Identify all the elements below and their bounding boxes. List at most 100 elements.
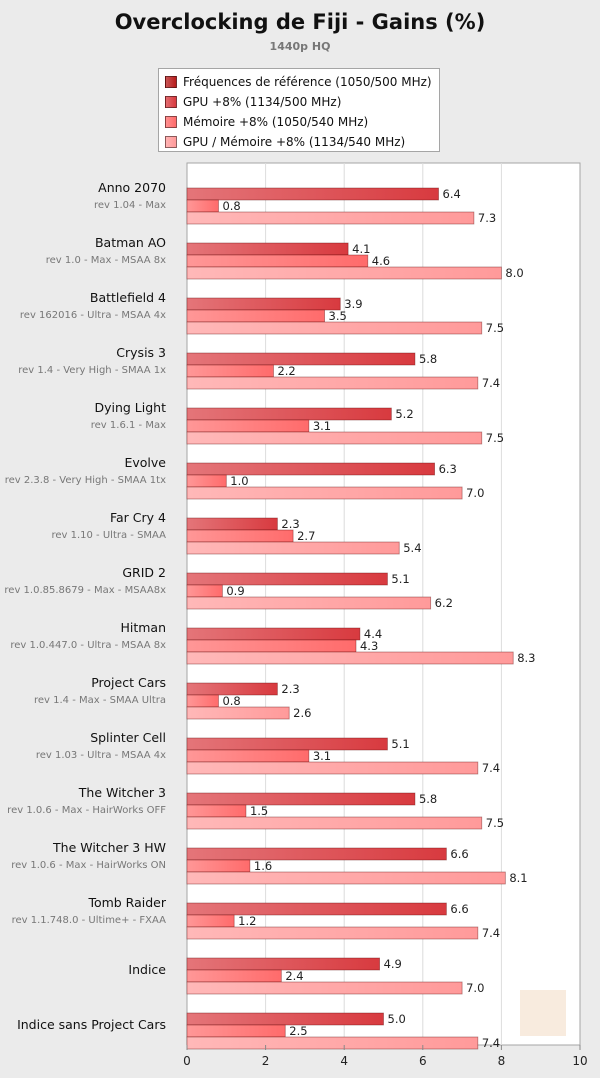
- bar: [186, 1036, 479, 1050]
- bar: [186, 529, 294, 543]
- bar: [186, 266, 502, 280]
- data-label: 5.1: [391, 737, 409, 751]
- category-detail-label: rev 1.10 - Ultra - SMAA: [51, 530, 166, 541]
- bar: [186, 1012, 384, 1026]
- bar: [186, 981, 463, 995]
- category-detail-label: rev 1.0.6 - Max - HairWorks ON: [11, 860, 166, 871]
- bar: [186, 572, 388, 586]
- category-label: Battlefield 4: [90, 290, 166, 305]
- chart-title: Overclocking de Fiji - Gains (%): [114, 10, 486, 34]
- bar: [186, 596, 432, 610]
- bar: [186, 486, 463, 500]
- bar: [186, 639, 357, 653]
- category-label: Indice: [128, 962, 166, 977]
- data-label: 3.1: [313, 419, 331, 433]
- bar: [186, 376, 479, 390]
- data-label: 1.2: [238, 914, 256, 928]
- bar: [186, 187, 439, 201]
- data-label: 7.4: [482, 1036, 500, 1050]
- category-detail-label: rev 1.0.6 - Max - HairWorks OFF: [7, 805, 166, 816]
- bar: [186, 211, 475, 225]
- bar: [186, 694, 219, 708]
- data-label: 4.6: [372, 254, 390, 268]
- bar: [186, 761, 479, 775]
- bar: [186, 737, 388, 751]
- bar: [186, 1024, 286, 1038]
- x-tick-label: 6: [419, 1054, 427, 1068]
- data-label: 2.3: [281, 517, 299, 531]
- chart-subtitle: 1440p HQ: [269, 40, 331, 53]
- bar: [186, 627, 361, 641]
- data-label: 2.2: [277, 364, 295, 378]
- data-label: 2.7: [297, 529, 315, 543]
- data-label: 7.4: [482, 926, 500, 940]
- data-label: 5.4: [403, 541, 421, 555]
- data-label: 0.8: [222, 199, 240, 213]
- bar: [186, 407, 392, 421]
- legend-item-reference: Fréquences de référence (1050/500 MHz): [165, 72, 439, 92]
- data-label: 0.9: [226, 584, 244, 598]
- data-label: 2.3: [281, 682, 299, 696]
- category-detail-label: rev 1.6.1 - Max: [91, 420, 166, 431]
- bar: [186, 419, 310, 433]
- category-detail-label: rev 1.4 - Max - SMAA Ultra: [34, 695, 166, 706]
- category-label: Hitman: [120, 620, 166, 635]
- legend-swatch-gpu-memory: [165, 136, 177, 148]
- legend-swatch-gpu: [165, 96, 177, 108]
- bar: [186, 847, 447, 861]
- bar: [186, 859, 251, 873]
- legend-label-memory: Mémoire +8% (1050/540 MHz): [183, 115, 369, 129]
- data-label: 7.5: [486, 816, 504, 830]
- category-label: The Witcher 3 HW: [52, 840, 166, 855]
- category-detail-label: rev 1.4 - Very High - SMAA 1x: [18, 365, 166, 376]
- legend-label-gpu: GPU +8% (1134/500 MHz): [183, 95, 342, 109]
- data-label: 6.6: [450, 847, 468, 861]
- legend-label-reference: Fréquences de référence (1050/500 MHz): [183, 75, 432, 89]
- bar: [186, 309, 325, 323]
- category-label: Batman AO: [95, 235, 166, 250]
- bar: [186, 431, 483, 445]
- bar: [186, 682, 278, 696]
- data-label: 4.9: [384, 957, 402, 971]
- bar: [186, 871, 506, 885]
- category-detail-label: rev 1.03 - Ultra - MSAA 4x: [36, 750, 166, 761]
- data-label: 2.5: [289, 1024, 307, 1038]
- legend-item-gpu-memory: GPU / Mémoire +8% (1134/540 MHz): [165, 132, 439, 152]
- x-tick-label: 8: [498, 1054, 506, 1068]
- bar: [186, 926, 479, 940]
- category-label: Splinter Cell: [90, 730, 166, 745]
- bar: [186, 352, 416, 366]
- bar: [186, 474, 227, 488]
- category-detail-label: rev 1.0.85.8679 - Max - MSAA8x: [4, 585, 166, 596]
- bar: [186, 957, 380, 971]
- data-label: 8.3: [517, 651, 535, 665]
- watermark-logo: [520, 990, 566, 1036]
- bar: [186, 651, 514, 665]
- bar: [186, 584, 223, 598]
- legend-item-memory: Mémoire +8% (1050/540 MHz): [165, 112, 439, 132]
- bar: [186, 804, 247, 818]
- bar: [186, 816, 483, 830]
- bar: [186, 792, 416, 806]
- bar: [186, 706, 290, 720]
- data-label: 5.8: [419, 352, 437, 366]
- bar: [186, 969, 282, 983]
- data-label: 2.4: [285, 969, 303, 983]
- data-label: 4.4: [364, 627, 382, 641]
- data-label: 7.4: [482, 761, 500, 775]
- bar: [186, 364, 274, 378]
- legend: Fréquences de référence (1050/500 MHz) G…: [158, 68, 440, 152]
- bar: [186, 297, 341, 311]
- data-label: 2.6: [293, 706, 311, 720]
- bar: [186, 914, 235, 928]
- category-label: Crysis 3: [116, 345, 166, 360]
- bar: [186, 462, 435, 476]
- category-label: GRID 2: [122, 565, 166, 580]
- category-detail-label: rev 1.0.447.0 - Ultra - MSAA 8x: [10, 640, 166, 651]
- category-detail-label: rev 1.04 - Max: [94, 200, 166, 211]
- data-label: 1.0: [230, 474, 248, 488]
- data-label: 7.4: [482, 376, 500, 390]
- data-label: 7.5: [486, 431, 504, 445]
- category-detail-label: rev 162016 - Ultra - MSAA 4x: [20, 310, 166, 321]
